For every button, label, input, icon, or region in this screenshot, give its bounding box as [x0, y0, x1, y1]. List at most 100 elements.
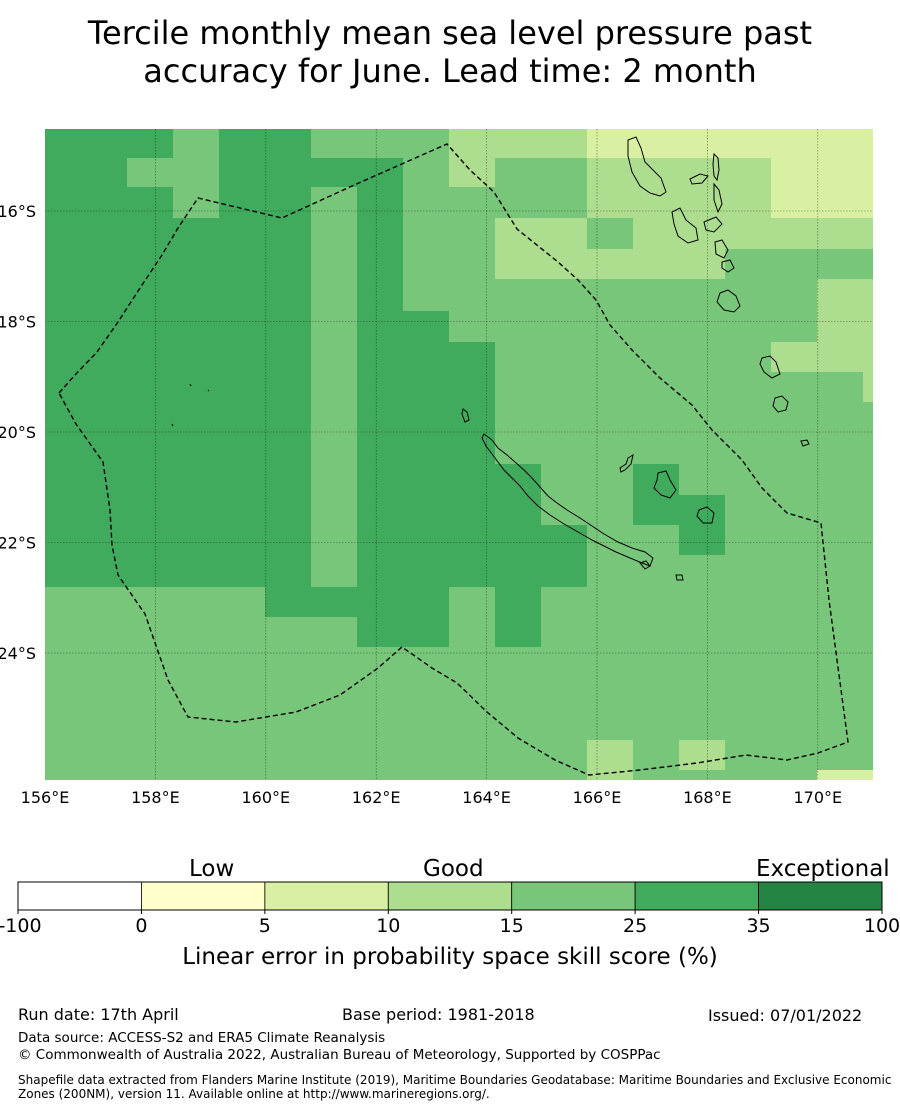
- skill-cell: [587, 188, 771, 218]
- axis-tick-labels: 156°E 158°E 160°E 162°E 164°E 166°E 168°E 170°E…: [0, 202, 842, 807]
- lon-tick-label: 158°E: [131, 788, 180, 807]
- mare-coastline: [696, 506, 715, 524]
- lon-tick-label: 170°E: [793, 788, 842, 807]
- skill-cell: [311, 158, 357, 187]
- lifou-coastline: [653, 470, 677, 499]
- ouvea-coastline: [619, 453, 634, 473]
- colorbar-segment: [264, 881, 389, 911]
- eez-boundary: [58, 143, 849, 776]
- skill-cell: [265, 587, 357, 617]
- skill-cell: [495, 249, 725, 279]
- colorbar: -100 0 5 10 15 25 35 100: [0, 881, 900, 937]
- lat-tick-label: 16°S: [0, 202, 36, 221]
- skill-cell: [771, 158, 873, 218]
- colorbar-outline: [17, 881, 883, 911]
- chesterfield-islet-2: [207, 389, 210, 392]
- copyright: © Commonwealth of Australia 2022, Austra…: [18, 1047, 661, 1063]
- chesterfield-islet-3: [171, 423, 174, 427]
- tanna-coastline: [759, 355, 781, 379]
- coastlines: [171, 136, 810, 581]
- colorbar-heading-good: Good: [423, 856, 484, 882]
- colorbar-segment: [141, 881, 266, 911]
- colorbar-heading-exceptional: Exceptional: [756, 856, 890, 882]
- aneityum-coastline: [772, 395, 789, 413]
- colorbar-segment: [387, 881, 513, 911]
- matthew-island-coastline: [800, 439, 810, 447]
- shepherd-islands-coastline: [714, 239, 729, 259]
- skill-cell: [495, 464, 541, 587]
- skill-cell: [771, 342, 873, 372]
- lon-tick-label: 168°E: [683, 788, 732, 807]
- skill-cell: [863, 372, 873, 402]
- colorbar-heading-low: Low: [189, 856, 235, 882]
- skill-cell: [449, 342, 495, 587]
- colorbar-tick-label: 15: [500, 915, 524, 937]
- skill-cell: [45, 129, 173, 587]
- skill-cell: [587, 770, 633, 780]
- skill-cell: [173, 129, 219, 158]
- chesterfield-islet-1: [189, 383, 192, 387]
- skill-cell: [679, 495, 725, 555]
- colorbar-tick-label: 5: [259, 915, 271, 937]
- skill-cell: [633, 218, 873, 249]
- colorbar-segment: [511, 881, 636, 911]
- colorbar-tick-label: -100: [0, 915, 42, 937]
- skill-cell: [127, 129, 173, 158]
- shapefile-credit: Shapefile data extracted from Flanders M…: [18, 1073, 892, 1101]
- colorbar-segment: [17, 881, 142, 911]
- lon-tick-label: 156°E: [21, 788, 70, 807]
- map-title: Tercile monthly mean sea level pressure …: [0, 14, 900, 90]
- skill-cell: [173, 218, 219, 587]
- skill-cell: [587, 740, 633, 770]
- skill-cell: [633, 464, 679, 525]
- skill-cell: [495, 218, 587, 249]
- data-source: Data source: ACCESS-S2 and ERA5 Climate …: [18, 1030, 386, 1046]
- skill-cell: [725, 249, 863, 279]
- colorbar-tick-label: 10: [376, 915, 400, 937]
- lon-tick-label: 166°E: [573, 788, 622, 807]
- lat-tick-label: 24°S: [0, 644, 36, 663]
- lat-tick-label: 20°S: [0, 423, 36, 442]
- lat-tick-label: 18°S: [0, 313, 36, 332]
- isle-of-pines-coastline: [639, 560, 651, 570]
- skill-cell: [403, 311, 449, 587]
- colorbar-label: Linear error in probability space skill …: [182, 944, 718, 970]
- skill-grid-cells: [45, 129, 873, 780]
- skill-cell: [587, 218, 633, 249]
- skill-cell: [219, 129, 311, 587]
- run-date: Run date: 17th April: [18, 1005, 179, 1024]
- skill-cell: [173, 187, 219, 218]
- lon-tick-label: 164°E: [462, 788, 511, 807]
- erromango-coastline: [716, 289, 741, 313]
- map-title-line-1: Tercile monthly mean sea level pressure …: [87, 14, 813, 52]
- lon-tick-label: 160°E: [241, 788, 290, 807]
- colorbar-segment: [634, 881, 759, 911]
- skill-cell: [541, 525, 587, 587]
- lon-tick-label: 162°E: [352, 788, 401, 807]
- walpole-coastline: [675, 574, 684, 581]
- map-title-line-2: accuracy for June. Lead time: 2 month: [143, 52, 757, 90]
- skill-cell: [357, 158, 403, 587]
- base-period: Base period: 1981-2018: [342, 1005, 535, 1024]
- skill-cell: [587, 129, 873, 158]
- skill-cell: [311, 188, 357, 218]
- epi-coastline: [703, 216, 723, 233]
- colorbar-tick-label: 100: [864, 915, 900, 937]
- graticule: [45, 129, 873, 780]
- skill-cell: [495, 587, 541, 647]
- skill-cell: [357, 587, 449, 647]
- lat-tick-label: 22°S: [0, 534, 36, 553]
- skill-cell: [127, 158, 173, 187]
- maewo-coastline: [712, 152, 720, 182]
- issued-date: Issued: 07/01/2022: [708, 1006, 863, 1025]
- colorbar-tick-label: 35: [746, 915, 770, 937]
- colorbar-tick-label: 0: [135, 915, 147, 937]
- pentecost-coastline: [713, 182, 723, 214]
- ambae-coastline: [689, 173, 709, 185]
- espiritu-santo-coastline: [627, 136, 667, 197]
- skill-cell: [679, 740, 725, 770]
- malekula-coastline: [671, 207, 699, 244]
- skill-cell: [817, 770, 873, 780]
- efate-coastline: [721, 259, 735, 273]
